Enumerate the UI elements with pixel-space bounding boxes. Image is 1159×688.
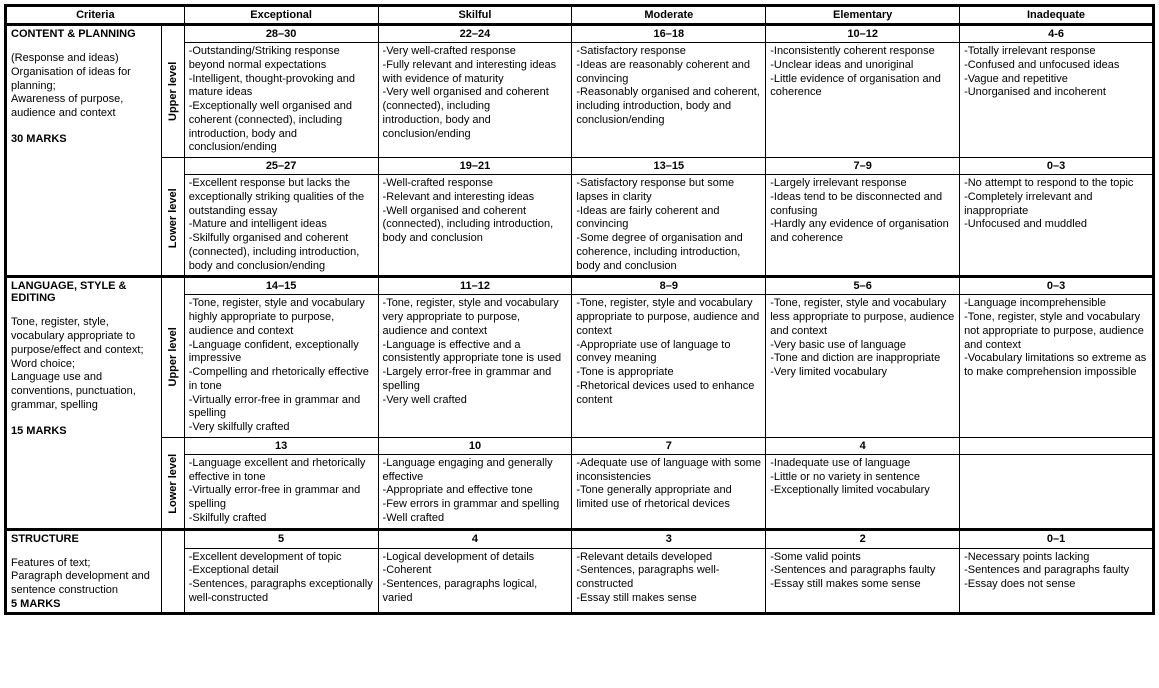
desc: -Some valid points-Sentences and paragra… <box>766 548 960 613</box>
score: 8–9 <box>572 277 766 295</box>
header-criteria: Criteria <box>6 6 185 25</box>
desc: -Language excellent and rhetorically eff… <box>184 454 378 529</box>
score: 25–27 <box>184 158 378 175</box>
criteria-content-sub: (Response and ideas)Organisation of idea… <box>11 52 131 119</box>
criteria-structure-marks: 5 MARKS <box>11 598 61 610</box>
structure-scores-row: STRUCTURE Features of text;Paragraph dev… <box>6 529 1154 548</box>
criteria-language-title: LANGUAGE, STYLE & EDITING <box>11 280 127 304</box>
structure-rot-spacer <box>162 529 184 613</box>
score: 10 <box>378 437 572 454</box>
score: 13–15 <box>572 158 766 175</box>
score: 3 <box>572 529 766 548</box>
desc: -Inadequate use of language-Little or no… <box>766 454 960 529</box>
header-exceptional: Exceptional <box>184 6 378 25</box>
desc: -Satisfactory response-Ideas are reasona… <box>572 43 766 158</box>
header-skilful: Skilful <box>378 6 572 25</box>
score <box>960 437 1154 454</box>
score: 13 <box>184 437 378 454</box>
score: 14–15 <box>184 277 378 295</box>
score: 0–3 <box>960 158 1154 175</box>
criteria-language-marks: 15 MARKS <box>11 425 67 437</box>
criteria-content-title: CONTENT & PLANNING <box>11 28 136 40</box>
desc: -Relevant details developed-Sentences, p… <box>572 548 766 613</box>
criteria-structure-sub: Features of text;Paragraph development a… <box>11 557 150 597</box>
desc <box>960 454 1154 529</box>
score: 0–3 <box>960 277 1154 295</box>
rubric-table: Criteria Exceptional Skilful Moderate El… <box>4 4 1155 615</box>
header-moderate: Moderate <box>572 6 766 25</box>
desc: -Totally irrelevant response-Confused an… <box>960 43 1154 158</box>
score: 4-6 <box>960 25 1154 43</box>
language-lower-label: Lower level <box>162 437 184 529</box>
score: 0–1 <box>960 529 1154 548</box>
criteria-language: LANGUAGE, STYLE & EDITING Tone, register… <box>6 277 162 529</box>
score: 5 <box>184 529 378 548</box>
content-lower-scores-row: Lower level 25–27 19–21 13–15 7–9 0–3 <box>6 158 1154 175</box>
desc: -Inconsistently coherent response-Unclea… <box>766 43 960 158</box>
score: 19–21 <box>378 158 572 175</box>
desc: -Excellent development of topic-Exceptio… <box>184 548 378 613</box>
score: 4 <box>378 529 572 548</box>
criteria-content: CONTENT & PLANNING (Response and ideas)O… <box>6 25 162 277</box>
desc: -Adequate use of language with some inco… <box>572 454 766 529</box>
score: 7 <box>572 437 766 454</box>
header-elementary: Elementary <box>766 6 960 25</box>
criteria-language-sub: Tone, register, style, vocabulary approp… <box>11 316 144 411</box>
desc: -Logical development of details-Coherent… <box>378 548 572 613</box>
score: 11–12 <box>378 277 572 295</box>
score: 4 <box>766 437 960 454</box>
criteria-structure: STRUCTURE Features of text;Paragraph dev… <box>6 529 162 613</box>
desc: -Language incomprehensible-Tone, registe… <box>960 295 1154 438</box>
desc: -Satisfactory response but some lapses i… <box>572 175 766 277</box>
desc: -Largely irrelevant response-Ideas tend … <box>766 175 960 277</box>
desc: -Language engaging and generally effecti… <box>378 454 572 529</box>
criteria-content-marks: 30 MARKS <box>11 133 67 145</box>
desc: -No attempt to respond to the topic-Comp… <box>960 175 1154 277</box>
language-upper-label: Upper level <box>162 277 184 438</box>
content-lower-label: Lower level <box>162 158 184 277</box>
desc: -Necessary points lacking-Sentences and … <box>960 548 1154 613</box>
content-upper-label: Upper level <box>162 25 184 158</box>
desc: -Tone, register, style and vocabulary ve… <box>378 295 572 438</box>
desc: -Very well-crafted response-Fully releva… <box>378 43 572 158</box>
desc: -Well-crafted response-Relevant and inte… <box>378 175 572 277</box>
language-lower-scores-row: Lower level 13 10 7 4 <box>6 437 1154 454</box>
score: 5–6 <box>766 277 960 295</box>
desc: -Tone, register, style and vocabulary hi… <box>184 295 378 438</box>
score: 7–9 <box>766 158 960 175</box>
score: 2 <box>766 529 960 548</box>
header-inadequate: Inadequate <box>960 6 1154 25</box>
desc: -Excellent response but lacks the except… <box>184 175 378 277</box>
desc: -Tone, register, style and vocabulary le… <box>766 295 960 438</box>
header-row: Criteria Exceptional Skilful Moderate El… <box>6 6 1154 25</box>
language-upper-scores-row: LANGUAGE, STYLE & EDITING Tone, register… <box>6 277 1154 295</box>
score: 16–18 <box>572 25 766 43</box>
score: 22–24 <box>378 25 572 43</box>
score: 10–12 <box>766 25 960 43</box>
desc: -Tone, register, style and vocabulary ap… <box>572 295 766 438</box>
content-upper-scores-row: CONTENT & PLANNING (Response and ideas)O… <box>6 25 1154 43</box>
desc: -Outstanding/Striking response beyond no… <box>184 43 378 158</box>
criteria-structure-title: STRUCTURE <box>11 533 79 545</box>
score: 28–30 <box>184 25 378 43</box>
